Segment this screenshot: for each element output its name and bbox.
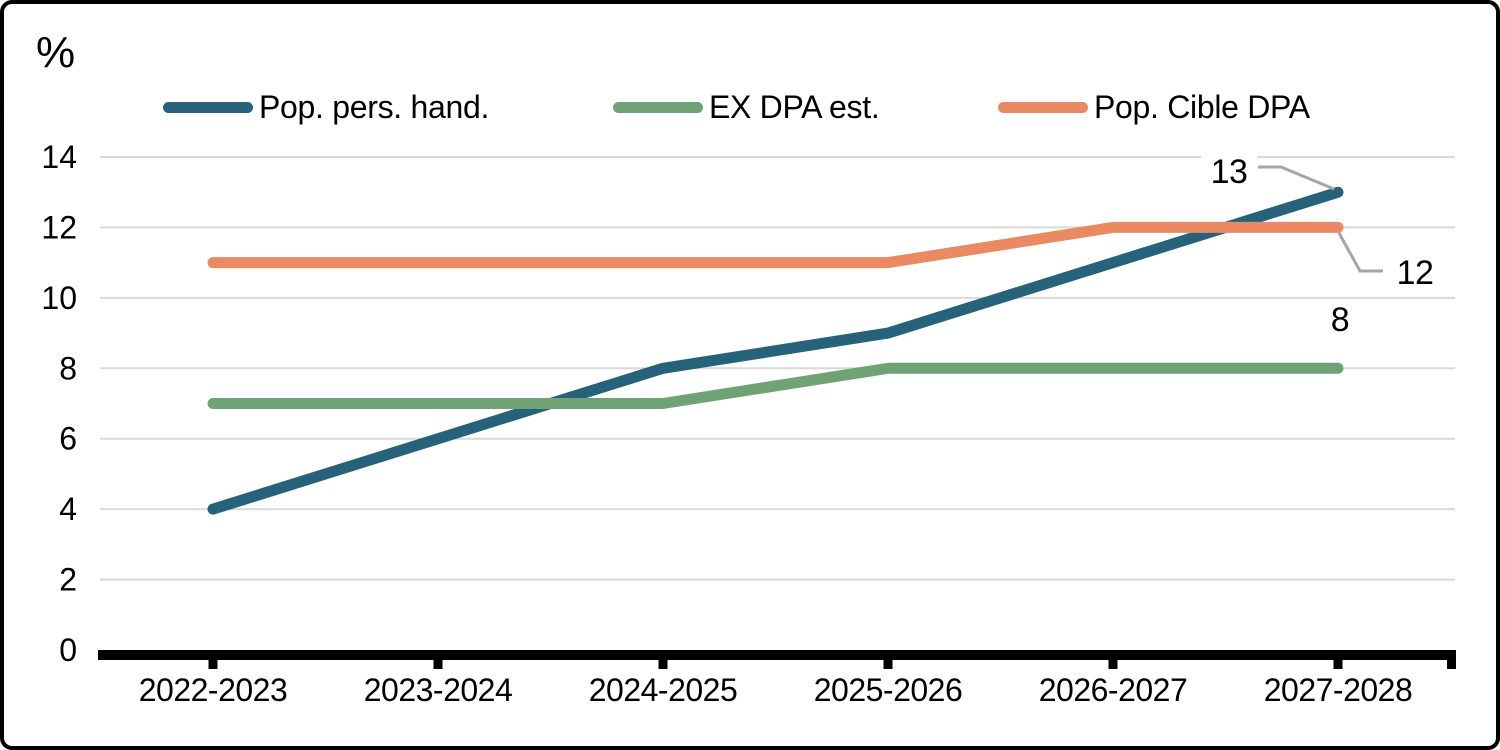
x-tick-label-5: 2027-2028 [1264, 672, 1413, 708]
legend-swatch-pop-pers-hand-icon [163, 101, 253, 113]
x-tick-label-4: 2026-2027 [1039, 672, 1188, 708]
x-tick-3 [883, 660, 893, 669]
x-tick-4 [1108, 660, 1118, 669]
x-tick-label-2: 2024-2025 [589, 672, 738, 708]
leader-line-pop-cible-dpa [1337, 232, 1383, 273]
y-tick-label-12: 12 [41, 209, 77, 245]
x-axis-line [98, 650, 1456, 660]
x-tick-5 [1333, 660, 1343, 669]
y-tick-label-14: 14 [41, 139, 77, 175]
series-line-2 [207, 221, 1344, 269]
x-tick-label-1: 2023-2024 [364, 672, 513, 708]
x-tick-label-0: 2022-2023 [139, 672, 288, 708]
legend-label-pop-cible-dpa: Pop. Cible DPA [1094, 88, 1310, 125]
series-line-1 [207, 362, 1344, 409]
y-tick-label-6: 6 [59, 421, 77, 457]
end-value-label-pop-pers-hand: 13 [1201, 151, 1257, 193]
x-tick-0 [208, 660, 218, 669]
series-line-0 [207, 186, 1344, 515]
legend-item-ex-dpa-est: EX DPA est. [613, 89, 880, 125]
end-value-label-ex-dpa-est: 8 [1316, 299, 1364, 341]
legend-item-pop-cible-dpa: Pop. Cible DPA [998, 89, 1310, 125]
legend-label-ex-dpa-est: EX DPA est. [709, 88, 880, 125]
y-tick-label-8: 8 [59, 350, 77, 386]
legend-label-pop-pers-hand: Pop. pers. hand. [259, 88, 490, 125]
legend-swatch-ex-dpa-est-icon [613, 101, 703, 113]
y-tick-label-4: 4 [59, 491, 77, 527]
leader-line-pop-pers-hand [1258, 165, 1335, 191]
end-value-label-pop-cible-dpa: 12 [1387, 252, 1443, 294]
x-tick-1 [433, 660, 443, 669]
y-tick-label-0: 0 [59, 632, 77, 668]
x-axis-end-tick [1447, 660, 1456, 669]
x-tick-2 [658, 660, 668, 669]
y-tick-label-10: 10 [41, 280, 77, 316]
x-tick-label-3: 2025-2026 [814, 672, 963, 708]
legend-swatch-pop-cible-dpa-icon [998, 101, 1088, 113]
y-axis-unit-label: % [36, 28, 76, 77]
legend-item-pop-pers-hand: Pop. pers. hand. [163, 89, 489, 125]
y-tick-label-2: 2 [59, 562, 77, 598]
